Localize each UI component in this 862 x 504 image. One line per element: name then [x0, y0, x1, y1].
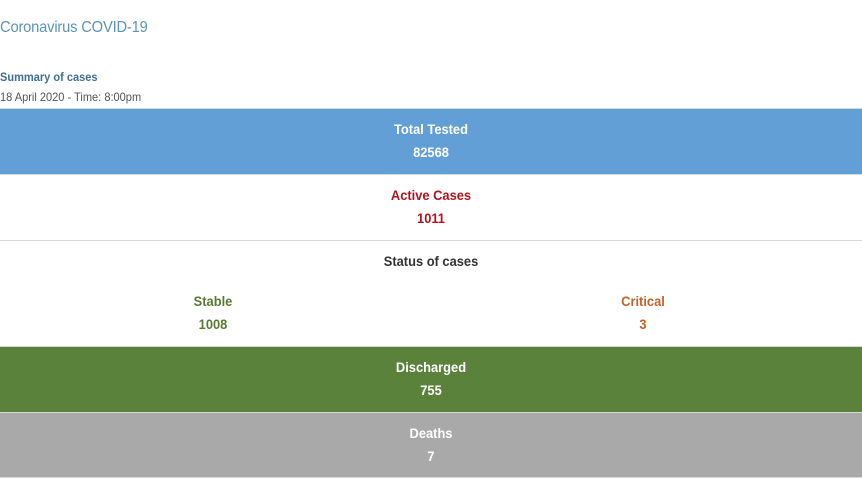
stable-label: Stable: [193, 293, 233, 309]
page-title: Coronavirus COVID-19: [0, 19, 148, 36]
deaths-row: Deaths 7: [0, 412, 862, 478]
total-tested-row: Total Tested 82568: [0, 108, 862, 174]
stable-cell: Stable 1008: [143, 293, 283, 332]
stable-value: 1008: [198, 316, 228, 332]
total-tested-label: Total Tested: [394, 121, 468, 137]
summary-table: Total Tested 82568 Active Cases 1011 Sta…: [0, 108, 862, 478]
active-cases-row: Active Cases 1011: [0, 174, 862, 240]
active-cases-value: 1011: [417, 210, 445, 226]
discharged-row: Discharged 755: [0, 346, 862, 412]
summary-date: 18 April 2020 - Time: 8:00pm: [0, 90, 142, 104]
summary-heading: Summary of cases: [0, 70, 98, 84]
status-columns: Stable 1008 Critical 3: [0, 293, 862, 343]
critical-value: 3: [639, 316, 647, 332]
critical-cell: Critical 3: [573, 293, 713, 332]
deaths-value: 7: [427, 448, 435, 464]
total-tested-value: 82568: [413, 144, 449, 160]
status-of-cases-heading: Status of cases: [383, 253, 479, 269]
discharged-label: Discharged: [395, 359, 467, 375]
deaths-label: Deaths: [409, 425, 453, 441]
critical-label: Critical: [621, 293, 665, 309]
discharged-value: 755: [420, 382, 442, 398]
status-of-cases-row: Status of cases Stable 1008 Critical 3: [0, 240, 862, 346]
active-cases-label: Active Cases: [390, 187, 472, 203]
